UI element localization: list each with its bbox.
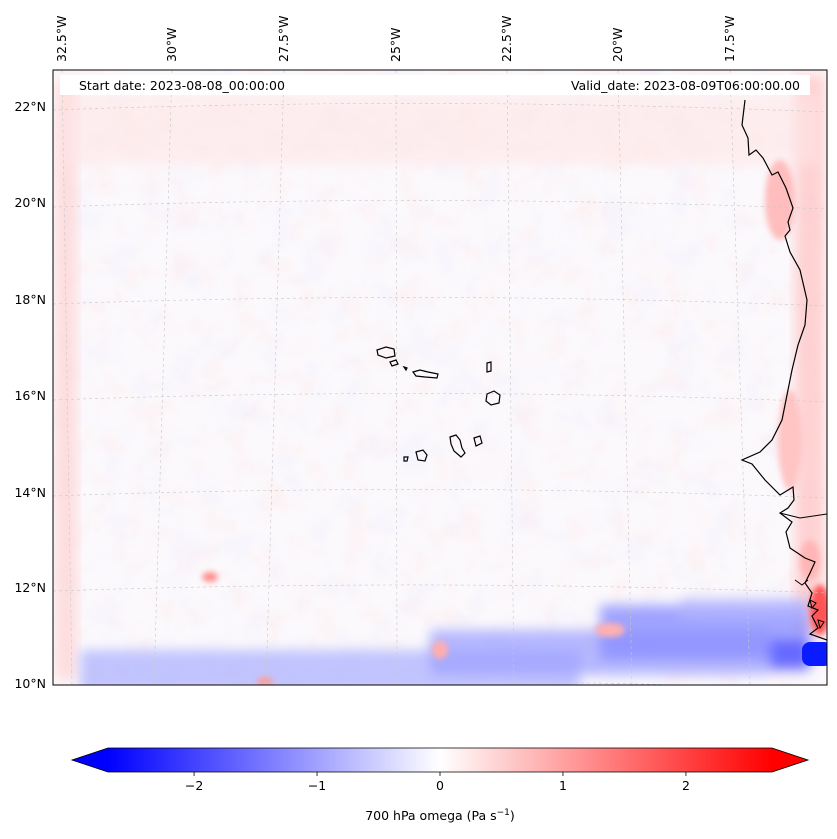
colorbar-tick-label: 0 xyxy=(436,778,444,793)
lon-label: 32.5°W xyxy=(54,16,69,62)
colorbar-gradient xyxy=(108,748,772,772)
island-santo-antao xyxy=(376,346,396,359)
bottom-positive-band xyxy=(70,710,790,735)
lon-label: 22.5°W xyxy=(499,16,514,62)
map-plot-area xyxy=(53,70,827,735)
lat-label: 14°N xyxy=(14,485,46,500)
lon-label: 27.5°W xyxy=(276,16,291,62)
lon-label: 30°W xyxy=(164,27,179,62)
positive-blobs xyxy=(202,160,827,685)
island-sal xyxy=(486,361,492,373)
map-frame xyxy=(52,69,828,686)
colorbar-tick-label: 1 xyxy=(559,778,567,793)
colorbar-label-unit-exponent: −1 xyxy=(497,808,510,818)
lat-label: 10°N xyxy=(14,676,46,691)
top-edge-positive-band xyxy=(60,95,820,165)
colorbar-extend-min xyxy=(72,748,108,772)
island-maio xyxy=(473,435,483,447)
colorbar-tick-label: −2 xyxy=(185,778,203,793)
strong-negative-spot xyxy=(802,642,827,666)
island-sao-nicolau xyxy=(411,369,439,379)
colorbar-label: 700 hPa omega (Pa s−1) xyxy=(365,808,515,823)
lon-label: 20°W xyxy=(610,27,625,62)
lat-label: 20°N xyxy=(14,195,46,210)
lat-label: 12°N xyxy=(14,580,46,595)
colorbar-ticks: −2 −1 0 1 2 xyxy=(185,772,690,793)
left-edge-positive-band xyxy=(55,80,77,680)
island-brava xyxy=(403,456,409,462)
cape-verde-islands xyxy=(376,346,501,462)
lat-label: 16°N xyxy=(14,388,46,403)
colorbar-tick-label: 2 xyxy=(682,778,690,793)
island-santa-luzia xyxy=(402,365,408,372)
southern-negative-band xyxy=(80,598,810,685)
colorbar-label-close: ) xyxy=(510,808,515,823)
colorbar: −2 −1 0 1 2 700 hPa omega (Pa s−1) xyxy=(70,747,810,823)
colorbar-tick-label: −1 xyxy=(308,778,326,793)
gambia-river-border xyxy=(779,512,827,519)
field-texture-blue xyxy=(53,70,827,685)
lon-label: 25°W xyxy=(388,27,403,62)
island-santiago xyxy=(449,434,466,458)
date-banner-background xyxy=(60,75,810,95)
colorbar-extend-max xyxy=(772,748,808,772)
lon-label: 17.5°W xyxy=(722,16,737,62)
latitude-labels: 22°N 20°N 18°N 16°N 14°N 12°N 10°N xyxy=(14,99,46,691)
lat-label: 18°N xyxy=(14,292,46,307)
guinea-bissau-islands xyxy=(794,579,825,630)
island-fogo xyxy=(415,449,428,462)
lat-label: 22°N xyxy=(14,99,46,114)
island-sao-vicente xyxy=(389,359,399,367)
colorbar-label-text: 700 hPa omega (Pa s xyxy=(365,808,496,823)
longitude-labels: 32.5°W 30°W 27.5°W 25°W 22.5°W 20°W 17.5… xyxy=(54,16,737,62)
island-boa-vista xyxy=(485,390,501,406)
start-date-label: Start date: 2023-08-08_00:00:00 xyxy=(79,78,285,93)
africa-coastline xyxy=(740,99,827,641)
colorbar-outline xyxy=(70,747,810,773)
valid-date-label: Valid_date: 2023-08-09T06:00:00.00 xyxy=(571,78,800,93)
